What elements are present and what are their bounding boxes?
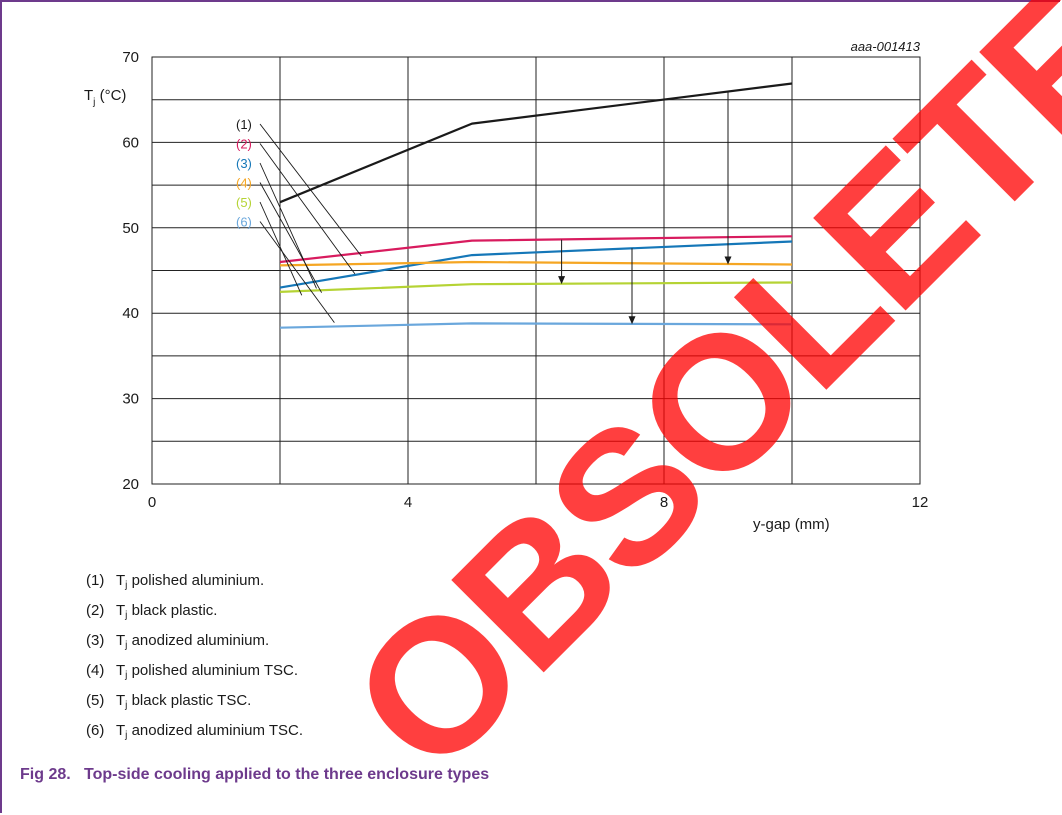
- x-tick-label: 4: [404, 494, 412, 511]
- callout-leader-line: [259, 182, 322, 293]
- x-axis-label: y-gap (mm): [753, 516, 830, 533]
- callout-leader-line: [259, 123, 362, 257]
- legend-item: (2) Tj black plastic.: [86, 596, 303, 626]
- chart-grid: [151, 56, 921, 485]
- legend-item-symbol: T: [116, 692, 126, 709]
- legend-item-subscript: j: [125, 610, 128, 621]
- series-callout-label: (4): [236, 176, 252, 191]
- series-line: [279, 281, 793, 293]
- legend-item-text: black plastic.: [127, 602, 218, 619]
- series-callout-label: (6): [236, 215, 252, 230]
- legend-item-symbol: T: [116, 722, 126, 739]
- y-tick-label: 20: [122, 476, 139, 493]
- legend-item: (6) Tj anodized aluminium TSC.: [86, 716, 303, 746]
- chart: (1) (2) (3) (4) (5) (6) 20 30 40 50 60 70 0 4 8 12 aaa…: [84, 39, 928, 533]
- figure-id: aaa-001413: [851, 39, 921, 54]
- series-callout-label: (3): [236, 156, 252, 171]
- figure-caption: Fig 28. Top-side cooling applied to the …: [20, 766, 490, 783]
- arrow-head: [558, 276, 566, 285]
- legend-item-text: black plastic TSC.: [127, 692, 252, 709]
- chart-callouts: (1) (2) (3) (4) (5) (6): [236, 117, 362, 323]
- legend-item-symbol: T: [116, 632, 126, 649]
- y-tick-label: 50: [122, 220, 139, 237]
- legend-item-text: polished aluminium.: [127, 572, 265, 589]
- y-tick-label: 70: [122, 49, 139, 66]
- legend-item-number: (6): [86, 722, 105, 739]
- legend-item-subscript: j: [125, 580, 128, 591]
- callout-leader-line: [259, 201, 303, 296]
- series-line: [279, 240, 793, 289]
- chart-ticks: 20 30 40 50 60 70 0 4 8 12: [122, 49, 928, 511]
- legend-item-symbol: T: [116, 602, 126, 619]
- legend-item-text: polished aluminium TSC.: [127, 662, 299, 679]
- legend-item-text: anodized aluminium TSC.: [127, 722, 304, 739]
- series-line: [279, 235, 793, 264]
- legend-item: (5) Tj black plastic TSC.: [86, 686, 303, 716]
- y-tick-label: 60: [122, 134, 139, 151]
- callout-leader-line: [259, 221, 335, 323]
- legend-item-number: (2): [86, 602, 105, 619]
- legend-item-subscript: j: [125, 640, 128, 651]
- legend-item-number: (1): [86, 572, 105, 589]
- x-tick-label: 12: [912, 494, 929, 511]
- legend-item: (4) Tj polished aluminium TSC.: [86, 656, 303, 686]
- y-tick-label: 40: [122, 305, 139, 322]
- legend-item-subscript: j: [125, 730, 128, 741]
- arrow-head: [724, 256, 732, 265]
- chart-series: [279, 82, 793, 329]
- legend-item: (1) Tj polished aluminium.: [86, 566, 303, 596]
- legend-item-subscript: j: [125, 700, 128, 711]
- x-tick-label: 0: [148, 494, 156, 511]
- legend-item-symbol: T: [116, 662, 126, 679]
- x-tick-label: 8: [660, 494, 668, 511]
- legend-item-number: (3): [86, 632, 105, 649]
- arrow-head: [628, 316, 636, 325]
- chart-arrows: [558, 92, 732, 325]
- series-callout-label: (2): [236, 137, 252, 152]
- legend-item-symbol: T: [116, 572, 126, 589]
- callout-leader-line: [259, 143, 356, 275]
- y-tick-label: 30: [122, 391, 139, 408]
- legend-item-subscript: j: [125, 670, 128, 681]
- legend-item-text: anodized aluminium.: [127, 632, 270, 649]
- legend-item-number: (5): [86, 692, 105, 709]
- legend-item: (3) Tj anodized aluminium.: [86, 626, 303, 656]
- series-line: [279, 322, 793, 329]
- series-line: [279, 82, 793, 204]
- series-line: [279, 260, 793, 267]
- series-callout-label: (5): [236, 195, 252, 210]
- series-callout-label: (1): [236, 117, 252, 132]
- legend-item-number: (4): [86, 662, 105, 679]
- y-axis-label: Tj (°C): [84, 87, 126, 108]
- legend-list: (1) Tj polished aluminium. (2) Tj black pla…: [86, 566, 303, 746]
